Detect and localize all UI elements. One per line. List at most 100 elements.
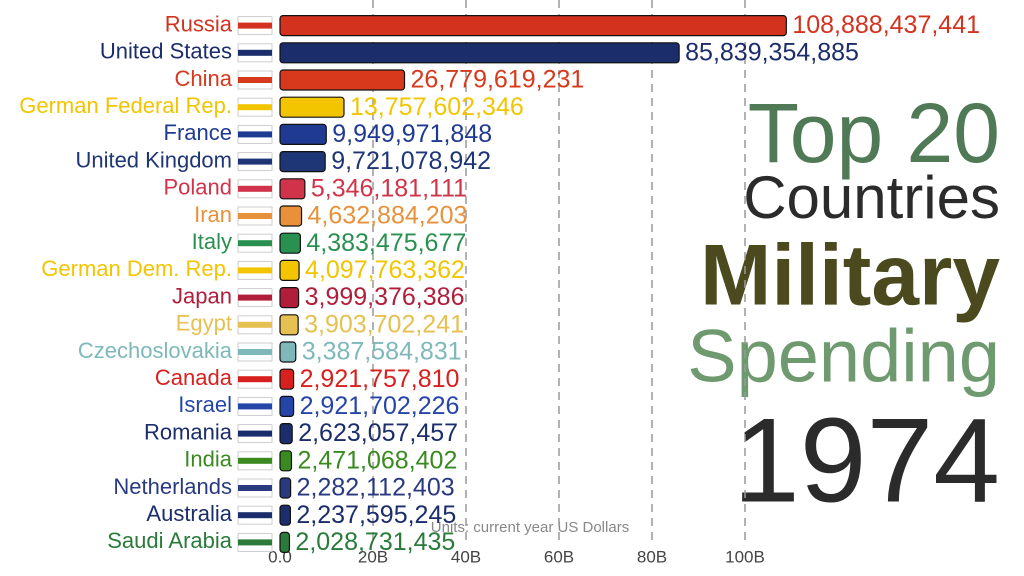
value-label: 4,632,884,203 <box>308 202 468 230</box>
value-label: 108,888,437,441 <box>792 11 980 39</box>
flag-stripe <box>238 349 272 355</box>
value-label: 2,237,595,245 <box>296 501 456 529</box>
flag <box>237 478 273 498</box>
flag <box>237 16 273 36</box>
value-label: 4,383,475,677 <box>306 229 466 257</box>
flag <box>237 124 273 144</box>
bar <box>279 15 787 37</box>
bar <box>279 123 327 146</box>
flag <box>237 369 273 389</box>
x-tick-label: 20B <box>358 547 388 566</box>
flag-stripe <box>238 321 272 328</box>
row-label: United Kingdom <box>75 147 232 172</box>
row-label: India <box>184 447 232 472</box>
flag <box>237 97 273 117</box>
bar <box>279 395 295 417</box>
title-line: Countries <box>743 164 1000 231</box>
flag <box>237 260 273 280</box>
flag-stripe <box>238 131 272 138</box>
flag <box>237 424 273 444</box>
value-label: 5,346,181,111 <box>311 174 467 202</box>
value-label: 2,623,057,457 <box>298 419 458 447</box>
row-label: Italy <box>192 229 232 254</box>
row-label: Egypt <box>176 311 232 336</box>
bar <box>279 531 291 554</box>
value-label: 3,999,376,386 <box>305 283 465 311</box>
year-label: 1974 <box>733 394 1000 528</box>
row-label: France <box>164 120 232 145</box>
bar <box>279 504 292 526</box>
flag <box>237 70 273 90</box>
title-line: Military <box>700 228 1000 324</box>
flag-stripe <box>238 213 272 219</box>
x-axis-label: Units: current year US Dollars <box>431 519 629 536</box>
flag-stripe <box>238 240 272 247</box>
flag-stripe <box>238 539 272 546</box>
bar <box>279 287 300 309</box>
row-label: Saudi Arabia <box>107 528 233 553</box>
x-tick-label: 40B <box>451 547 481 566</box>
row-label: German Dem. Rep. <box>41 256 232 281</box>
x-tick-label: 80B <box>637 547 667 566</box>
bar <box>279 178 306 200</box>
row-label: Czechoslovakia <box>78 338 233 363</box>
row-label: German Federal Rep. <box>19 93 232 118</box>
row-label: Israel <box>178 392 232 417</box>
title-line: Top 20 <box>748 86 1000 180</box>
flag-stripe <box>238 457 272 464</box>
value-label: 2,921,702,226 <box>300 392 460 420</box>
value-label: 2,028,731,435 <box>295 528 455 556</box>
bar <box>279 96 345 118</box>
flag <box>237 342 273 362</box>
row-label: Canada <box>155 365 233 390</box>
row-label: Russia <box>165 11 233 36</box>
flag-stripe <box>238 485 272 491</box>
flag-stripe <box>238 267 272 274</box>
row-label: Poland <box>163 175 232 200</box>
value-label: 2,921,757,810 <box>300 365 460 393</box>
flag-stripe <box>238 185 272 192</box>
bar <box>279 69 406 91</box>
value-label: 3,903,702,241 <box>304 310 464 338</box>
bar <box>279 341 297 363</box>
flag-stripe <box>238 22 272 29</box>
value-label: 13,757,602,346 <box>350 93 524 121</box>
flag <box>237 451 273 471</box>
flag <box>237 505 273 525</box>
flag <box>237 315 273 335</box>
row-label: China <box>175 66 233 91</box>
flag-stripe <box>238 376 272 383</box>
flag <box>237 152 273 172</box>
flag <box>237 43 273 63</box>
row-label: Iran <box>194 202 232 227</box>
title-line: Spending <box>687 315 1000 398</box>
row-label: United States <box>100 39 232 64</box>
flag-stripe <box>238 158 272 165</box>
flag-stripe <box>238 430 272 437</box>
row-label: Australia <box>146 501 232 526</box>
flag <box>237 233 273 253</box>
value-label: 9,721,078,942 <box>331 147 491 175</box>
value-label: 26,779,619,231 <box>411 66 585 94</box>
row-label: Romania <box>144 419 233 444</box>
flag <box>237 179 273 199</box>
flag-stripe <box>238 77 272 83</box>
bar <box>279 314 299 336</box>
bar <box>279 450 293 472</box>
value-label: 4,097,763,362 <box>305 256 465 284</box>
value-label: 9,949,971,848 <box>332 120 492 148</box>
value-label: 2,282,112,403 <box>297 474 455 502</box>
flag <box>237 206 273 226</box>
x-tick-label: 60B <box>544 547 574 566</box>
flag-stripe <box>238 512 272 519</box>
row-label: Japan <box>172 283 232 308</box>
bar <box>279 259 300 281</box>
bar <box>279 151 326 173</box>
x-tick-label: 100B <box>725 547 765 566</box>
flag <box>237 532 273 552</box>
flag-stripe <box>238 294 272 301</box>
flag <box>237 396 273 416</box>
row-label: Netherlands <box>113 474 232 499</box>
value-label: 85,839,354,885 <box>685 38 859 66</box>
